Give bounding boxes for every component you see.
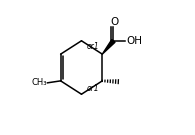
Text: OH: OH [126, 36, 142, 46]
Text: CH₃: CH₃ [31, 78, 47, 87]
Polygon shape [102, 39, 115, 54]
Text: or1: or1 [86, 84, 99, 93]
Text: O: O [110, 17, 118, 27]
Text: or1: or1 [86, 42, 99, 51]
